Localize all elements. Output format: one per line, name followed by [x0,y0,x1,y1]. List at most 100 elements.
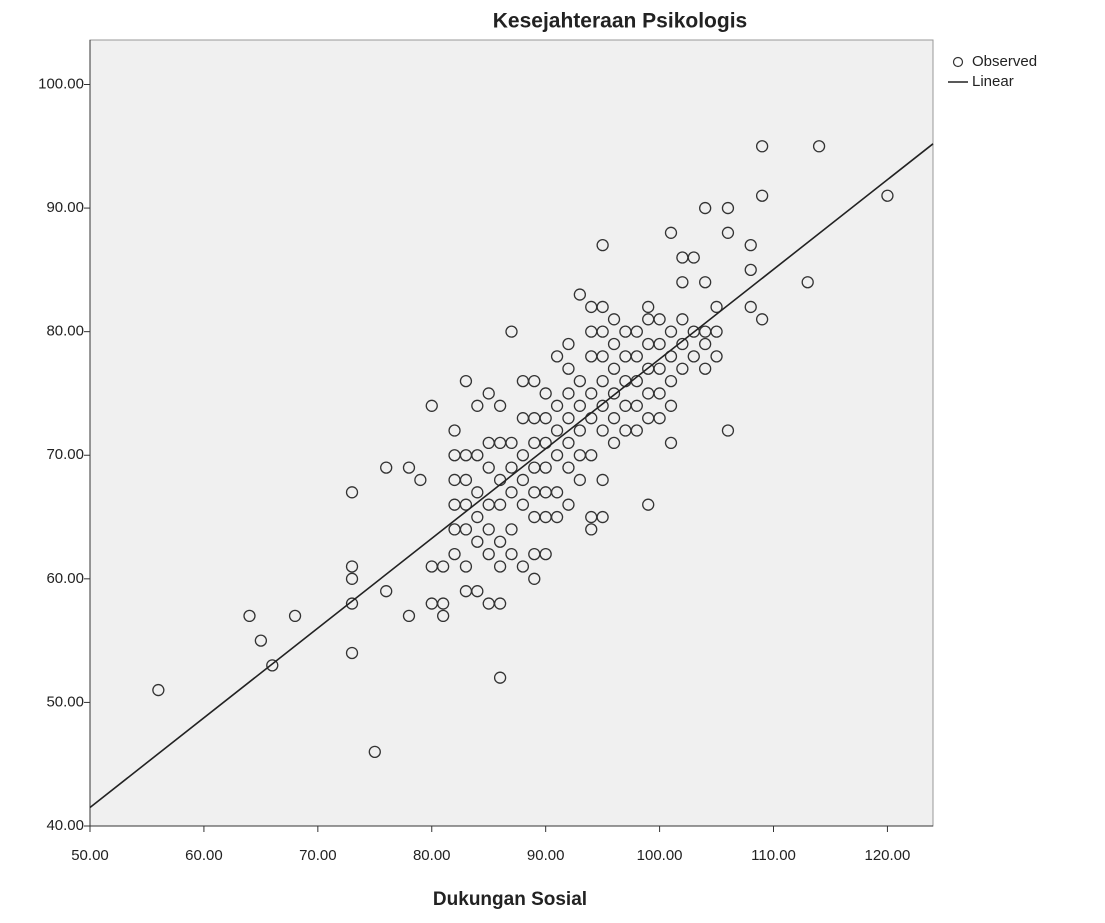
point [505,461,518,474]
point [744,300,757,314]
point [550,350,564,363]
x-tick-label: 80.00 [413,847,451,864]
point [471,399,484,412]
y-tick-label: 40.00 [46,817,84,834]
point [345,560,359,573]
point [493,671,507,684]
point [493,498,507,511]
point [630,350,643,363]
point [710,300,723,314]
point [630,399,643,412]
point [471,585,484,598]
point [812,140,826,153]
point [607,387,621,400]
point [699,201,712,215]
point [664,325,678,338]
point [505,325,518,338]
point [607,313,621,326]
point [516,473,530,487]
legend-label: Observed [972,53,1037,70]
point [653,412,666,425]
point [607,362,621,375]
point [596,510,609,524]
y-tick-label: 90.00 [46,199,84,216]
point [676,276,689,289]
point [152,683,165,697]
point [436,597,450,610]
x-tick-label: 70.00 [299,847,337,864]
point [539,387,552,400]
legend-symbol [952,56,964,68]
point [676,337,689,351]
point [710,325,723,338]
fit-line [89,143,934,809]
point [573,374,587,388]
point [459,473,473,487]
chart-title: Kesejahteraan Psikologis [493,10,747,33]
point [471,535,484,548]
point [562,436,575,450]
point [471,486,484,499]
point [699,337,712,351]
point [380,585,393,598]
point [380,461,393,474]
point [436,560,450,573]
point [687,350,700,363]
point [482,523,495,536]
point [676,313,689,326]
point [493,560,507,573]
x-tick-label: 100.00 [637,847,683,864]
y-tick-label: 60.00 [46,570,84,587]
point [699,362,712,375]
point [402,461,416,474]
point [505,523,518,536]
point [744,239,757,252]
point [505,486,518,499]
x-axis-label: Dukungan Sosial [433,889,587,910]
point [881,189,894,202]
y-tick-label: 50.00 [46,693,84,710]
point [664,226,678,239]
point [721,424,735,437]
point [459,374,473,388]
point [539,461,552,474]
point [630,325,643,338]
x-tick-label: 90.00 [527,847,565,864]
point [562,387,575,400]
plot-area [89,39,934,827]
x-tick-label: 50.00 [71,847,109,864]
point [562,362,575,375]
point [607,436,621,450]
point [653,387,666,400]
point [653,313,666,326]
point [471,449,484,462]
point [345,572,359,585]
x-tick-label: 120.00 [864,847,910,864]
point [573,473,587,487]
point [596,239,609,252]
point [266,659,279,672]
point [550,486,564,499]
point [596,399,609,412]
x-tick-label: 110.00 [751,847,796,864]
x-tick-label: 60.00 [185,847,223,864]
point [345,646,359,660]
point [528,572,541,585]
point [550,449,564,462]
point [528,374,541,388]
y-tick-label: 100.00 [38,75,84,92]
point [585,387,598,400]
point [243,609,256,623]
point [288,609,302,623]
point [687,251,700,264]
point [482,547,495,561]
point [414,473,427,487]
point [505,547,518,561]
point [550,399,564,412]
point [493,535,507,548]
point [642,498,655,511]
point [744,263,757,277]
point [573,288,587,301]
point [482,461,495,474]
